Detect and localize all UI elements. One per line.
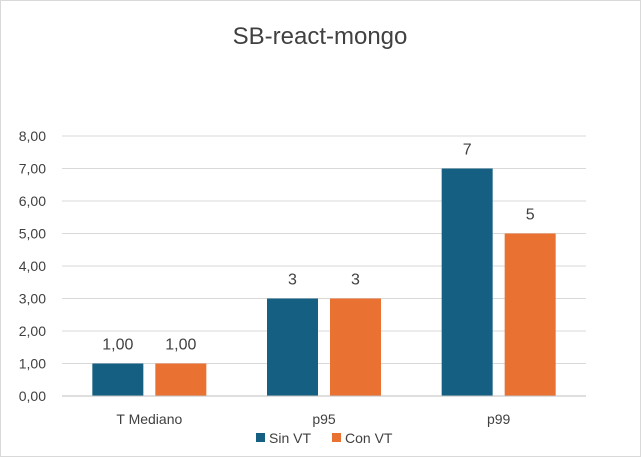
- x-tick-label: T Mediano: [116, 411, 182, 427]
- y-tick-label: 7,00: [19, 161, 46, 177]
- x-tick-label: p95: [312, 411, 336, 427]
- bar-con-vt: [155, 363, 207, 396]
- bar-con-vt: [504, 233, 556, 396]
- legend-label: Con VT: [345, 430, 393, 446]
- legend: Sin VT Con VT: [256, 430, 393, 446]
- y-axis-ticks: 0,00 1,00 2,00 3,00 4,00 5,00 6,00 7,00 8,00: [19, 128, 46, 404]
- data-label: 7: [463, 142, 472, 159]
- gridlines: [62, 135, 586, 364]
- y-tick-label: 0,00: [19, 388, 46, 404]
- x-tick-label: p99: [487, 411, 511, 427]
- y-tick-label: 4,00: [19, 258, 46, 274]
- data-label: 1,00: [102, 337, 133, 354]
- y-tick-label: 2,00: [19, 323, 46, 339]
- y-tick-label: 1,00: [19, 356, 46, 372]
- data-label: 3: [288, 272, 297, 289]
- bar-sin-vt: [441, 168, 493, 396]
- y-tick-label: 6,00: [19, 193, 46, 209]
- y-tick-label: 8,00: [19, 128, 46, 144]
- bar-sin-vt: [92, 363, 144, 396]
- bars: [92, 168, 556, 396]
- data-label: 5: [526, 207, 535, 224]
- data-label: 1,00: [165, 337, 196, 354]
- y-tick-label: 5,00: [19, 226, 46, 242]
- legend-swatch: [332, 433, 341, 442]
- bar-con-vt: [330, 298, 381, 396]
- data-labels: 1,00 1,00 3 3 7 5: [102, 142, 534, 354]
- chart-title: SB-react-mongo: [233, 23, 408, 50]
- x-axis-ticks: T Mediano p95 p99: [116, 411, 510, 427]
- legend-label: Sin VT: [269, 430, 311, 446]
- y-tick-label: 3,00: [19, 291, 46, 307]
- data-label: 3: [351, 272, 360, 289]
- bar-sin-vt: [267, 298, 318, 396]
- legend-swatch: [256, 433, 265, 442]
